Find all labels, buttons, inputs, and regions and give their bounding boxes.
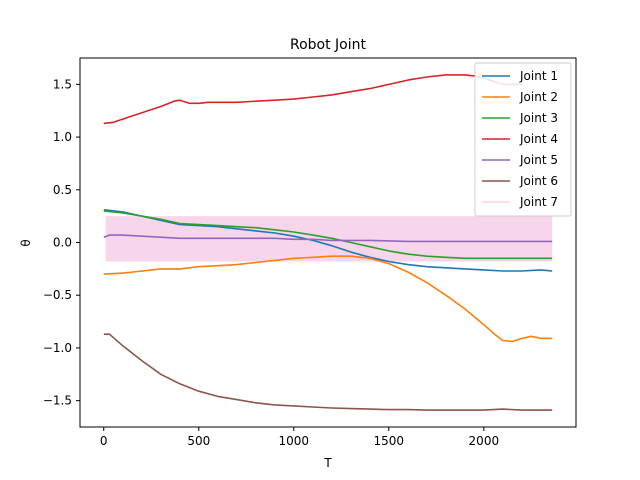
y-tick-label: 1.0 — [53, 130, 72, 144]
x-tick-label: 1000 — [279, 434, 310, 448]
legend-entry: Joint 3 — [519, 111, 558, 125]
x-axis-label: T — [323, 456, 332, 470]
y-tick-label: 1.5 — [53, 77, 72, 91]
x-tick-label: 1500 — [374, 434, 405, 448]
legend-box — [474, 62, 572, 217]
legend-entry: Joint 5 — [519, 153, 558, 167]
series-line-joint-5 — [103, 234, 553, 243]
y-tick-label: −1.0 — [43, 341, 72, 355]
legend: Joint 1 Joint 2 Joint 3 Joint 4 Joint 5 Joint… — [474, 62, 572, 217]
x-tick-label: 2000 — [469, 434, 500, 448]
axes: 0 500 1000 1500 2000 −1.5 −1.0 −0.5 0.0 0.5 1.0 1.5 — [43, 77, 499, 448]
legend-entry: Joint 1 — [519, 69, 558, 83]
legend-entry: Joint 6 — [519, 174, 558, 188]
series-line-joint-3 — [103, 210, 553, 260]
series-line-joint-1 — [103, 209, 553, 272]
y-tick-label: 0.0 — [53, 236, 72, 250]
series-line-joint-2 — [103, 255, 553, 343]
legend-entry: Joint 2 — [519, 90, 558, 104]
legend-entry: Joint 4 — [519, 132, 558, 146]
plot-area — [103, 74, 553, 411]
y-tick-label: 0.5 — [53, 183, 72, 197]
chart-title: Robot Joint — [290, 37, 367, 53]
legend-entry: Joint 7 — [519, 195, 558, 209]
y-tick-label: −0.5 — [43, 288, 72, 302]
x-tick-label: 500 — [187, 434, 210, 448]
series-line-joint-6 — [103, 333, 553, 411]
series-line-joint-4 — [103, 74, 522, 125]
x-tick-label: 0 — [100, 434, 108, 448]
y-axis-label: θ — [19, 239, 33, 246]
y-tick-label: −1.5 — [43, 394, 72, 408]
